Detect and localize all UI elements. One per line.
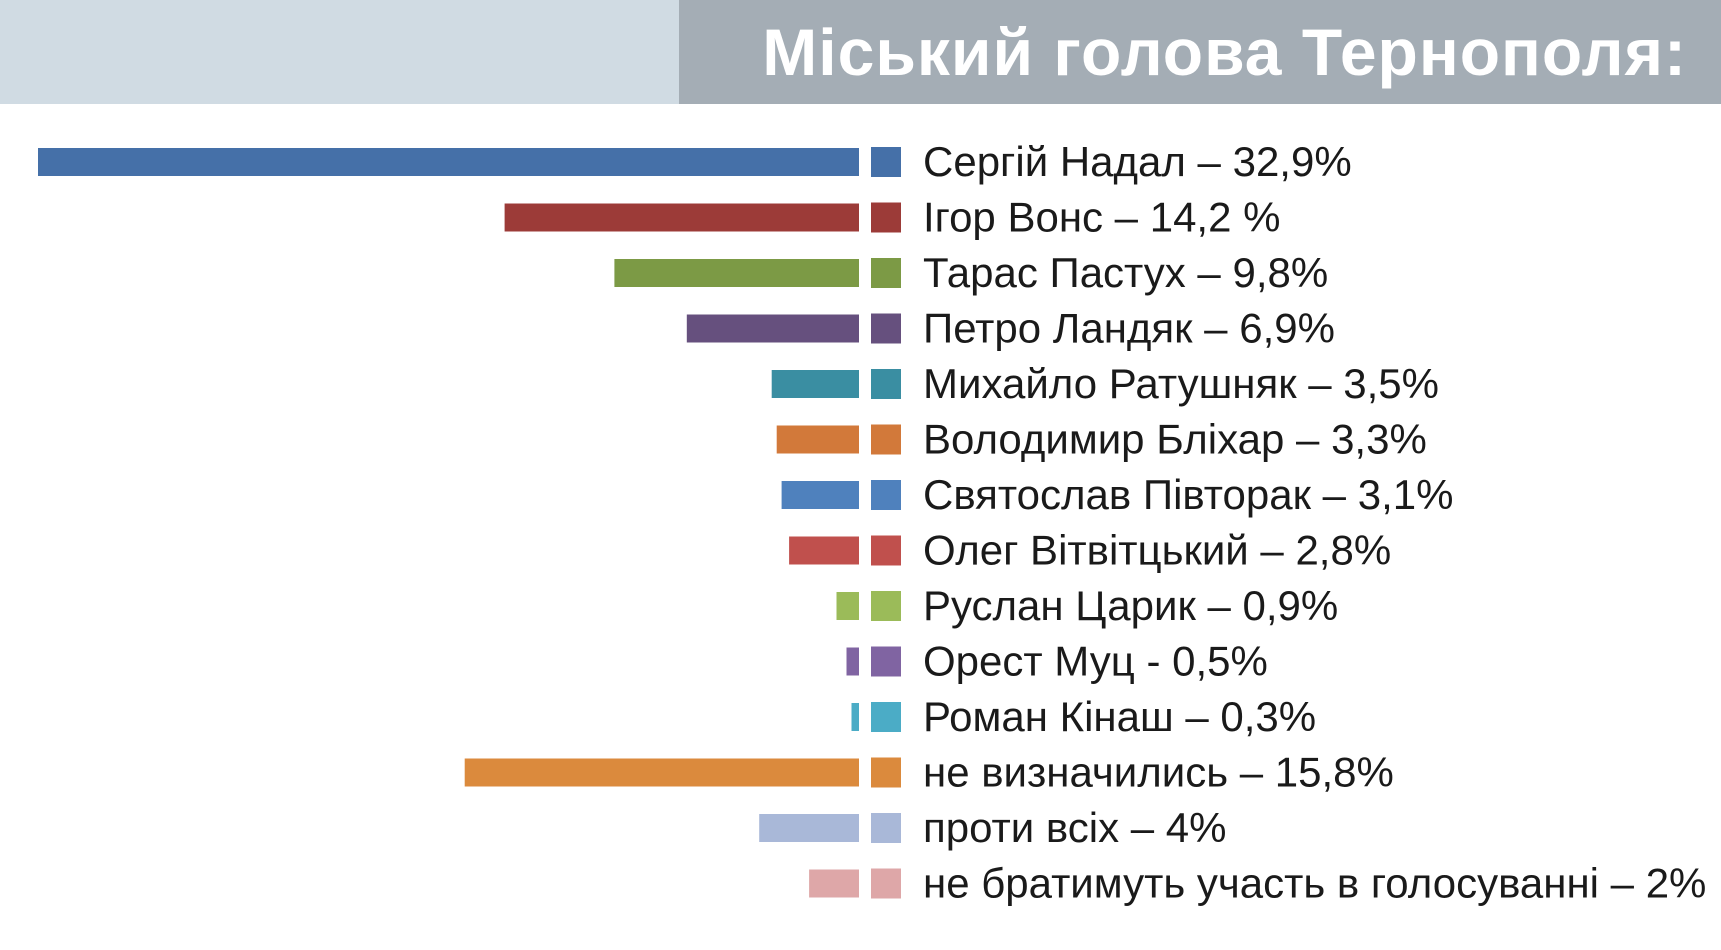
color-swatch-7 [871, 535, 901, 566]
bar-4 [771, 370, 859, 398]
bar-2 [614, 259, 859, 287]
bar-6 [781, 481, 859, 509]
bar-8 [836, 592, 859, 620]
color-swatch-0 [871, 147, 901, 177]
category-label-7: Олег Вітвітцький – 2,8% [923, 527, 1391, 574]
chart-title: Міський голова Тернополя: [762, 15, 1687, 89]
category-label-2: Тарас Пастух – 9,8% [923, 249, 1328, 296]
bar-3 [686, 314, 859, 343]
category-label-1: Ігор Вонс – 14,2 % [923, 194, 1280, 241]
color-swatch-5 [871, 424, 901, 455]
bar-7 [789, 536, 859, 565]
color-swatch-11 [871, 757, 901, 788]
category-label-11: не визначились – 15,8% [923, 749, 1394, 796]
category-label-6: Святослав Півторак – 3,1% [923, 471, 1453, 518]
category-label-10: Роман Кінаш – 0,3% [923, 693, 1316, 740]
color-swatch-9 [871, 646, 901, 677]
category-label-9: Орест Муц - 0,5% [923, 638, 1268, 685]
bar-1 [504, 203, 859, 232]
color-swatch-6 [871, 480, 901, 510]
bar-0 [38, 148, 859, 176]
category-label-12: проти всіх – 4% [923, 804, 1226, 851]
color-swatch-3 [871, 313, 901, 344]
bar-5 [776, 425, 859, 454]
color-swatch-10 [871, 702, 901, 732]
color-swatch-2 [871, 258, 901, 288]
bar-11 [464, 758, 859, 787]
bar-13 [809, 869, 859, 898]
category-label-3: Петро Ландяк – 6,9% [923, 305, 1335, 352]
bar-9 [846, 647, 859, 676]
header-title-band: Міський голова Тернополя: [679, 0, 1721, 104]
category-label-8: Руслан Царик – 0,9% [923, 582, 1338, 629]
category-label-5: Володимир Бліхар – 3,3% [923, 416, 1427, 463]
header-left-band [0, 0, 679, 104]
color-swatch-12 [871, 813, 901, 843]
bar-10 [851, 703, 859, 731]
category-label-4: Михайло Ратушняк – 3,5% [923, 360, 1439, 407]
color-swatch-1 [871, 202, 901, 233]
color-swatch-8 [871, 591, 901, 621]
category-label-13: не братимуть участь в голосуванні – 2% [923, 860, 1706, 907]
category-label-0: Сергій Надал – 32,9% [923, 138, 1352, 185]
color-swatch-13 [871, 868, 901, 899]
bar-12 [759, 814, 859, 842]
color-swatch-4 [871, 369, 901, 399]
